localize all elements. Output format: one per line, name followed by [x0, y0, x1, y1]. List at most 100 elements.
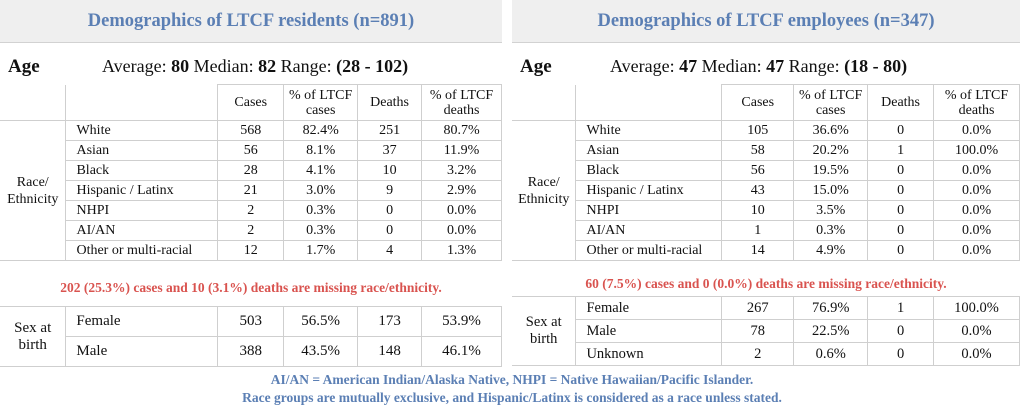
residents-sex-table: Sex at birth Female 503 56.5% 173 53.9% …	[0, 306, 502, 367]
employees-title: Demographics of LTCF employees (n=347)	[512, 0, 1020, 43]
row-label: Black	[575, 160, 723, 181]
deaths-cell: 173	[357, 306, 423, 337]
row-label: Asian	[65, 140, 219, 161]
cases-cell: 105	[721, 120, 795, 141]
table-row: Other or multi-racial 12 1.7% 4 1.3%	[0, 240, 502, 261]
employees-panel: Demographics of LTCF employees (n=347) A…	[512, 0, 1020, 366]
cases-cell: 58	[721, 140, 795, 161]
pct-deaths-cell: 100.0%	[933, 140, 1020, 161]
cases-cell: 388	[217, 336, 285, 367]
pct-cases-cell: 0.3%	[793, 220, 869, 241]
pct-deaths-cell: 0.0%	[933, 220, 1020, 241]
cases-cell: 2	[217, 200, 285, 221]
table-row: Male 78 22.5% 0 0.0%	[512, 319, 1020, 343]
row-label: Black	[65, 160, 219, 181]
row-label: Asian	[575, 140, 723, 161]
row-label: Unknown	[575, 342, 723, 366]
row-label: NHPI	[65, 200, 219, 221]
deaths-cell: 0	[867, 160, 935, 181]
deaths-cell: 4	[357, 240, 423, 261]
cases-cell: 503	[217, 306, 285, 337]
pct-deaths-cell: 0.0%	[933, 160, 1020, 181]
residents-panel: Demographics of LTCF residents (n=891) A…	[0, 0, 502, 367]
pct-deaths-cell: 0.0%	[933, 319, 1020, 343]
cases-cell: 56	[721, 160, 795, 181]
deaths-cell: 0	[867, 240, 935, 261]
pct-cases-cell: 1.7%	[283, 240, 359, 261]
pct-deaths-cell: 1.3%	[421, 240, 502, 261]
sex-group-label: Sex at birth	[0, 306, 67, 367]
footer-abbreviations: AI/AN = American Indian/Alaska Native, N…	[270, 372, 754, 387]
pct-cases-cell: 43.5%	[283, 336, 359, 367]
age-label: Age	[520, 56, 552, 77]
table-row: Hispanic / Latinx 43 15.0% 0 0.0%	[512, 180, 1020, 201]
cases-cell: 78	[721, 319, 795, 343]
average-label: Average:	[610, 56, 675, 76]
row-label: White	[575, 120, 723, 141]
pct-deaths-cell: 11.9%	[421, 140, 502, 161]
deaths-cell: 37	[357, 140, 423, 161]
range-value: (28 - 102)	[336, 56, 409, 76]
cases-cell: 267	[721, 296, 795, 320]
cases-cell: 2	[217, 220, 285, 241]
col-cases: Cases	[217, 84, 285, 121]
table-header-row: Cases % of LTCF cases Deaths % of LTCF d…	[0, 84, 502, 121]
table-row: Male 388 43.5% 148 46.1%	[0, 336, 502, 367]
table-row: Black 56 19.5% 0 0.0%	[512, 160, 1020, 181]
table-row: NHPI 2 0.3% 0 0.0%	[0, 200, 502, 221]
missing-race-note: 60 (7.5%) cases and 0 (0.0%) deaths are …	[585, 276, 947, 291]
median-value: 82	[258, 56, 277, 76]
age-label: Age	[8, 56, 40, 77]
range-label: Range:	[788, 56, 840, 76]
row-label: Female	[65, 306, 219, 337]
col-pct-cases: % of LTCF cases	[793, 84, 869, 121]
cases-cell: 21	[217, 180, 285, 201]
pct-cases-cell: 8.1%	[283, 140, 359, 161]
table-row: AI/AN 2 0.3% 0 0.0%	[0, 220, 502, 241]
pct-deaths-cell: 80.7%	[421, 120, 502, 141]
pct-cases-cell: 0.3%	[283, 220, 359, 241]
pct-cases-cell: 19.5%	[793, 160, 869, 181]
deaths-cell: 0	[867, 180, 935, 201]
pct-deaths-cell: 0.0%	[933, 120, 1020, 141]
pct-cases-cell: 76.9%	[793, 296, 869, 320]
table-row: Sex at birth Female 503 56.5% 173 53.9%	[0, 306, 502, 367]
cases-cell: 56	[217, 140, 285, 161]
cases-cell: 568	[217, 120, 285, 141]
pct-deaths-cell: 46.1%	[421, 336, 502, 367]
col-deaths: Deaths	[357, 84, 423, 121]
deaths-cell: 0	[867, 342, 935, 366]
race-group-label: Race/ Ethnicity	[512, 120, 577, 261]
table-row: Race/ Ethnicity White 568 82.4% 251 80.7…	[0, 120, 502, 261]
col-pct-deaths: % of LTCF deaths	[933, 84, 1020, 121]
row-label: White	[65, 120, 219, 141]
table-row: Black 28 4.1% 10 3.2%	[0, 160, 502, 181]
residents-title: Demographics of LTCF residents (n=891)	[0, 0, 502, 43]
table-row: AI/AN 1 0.3% 0 0.0%	[512, 220, 1020, 241]
table-row: Other or multi-racial 14 4.9% 0 0.0%	[512, 240, 1020, 261]
deaths-cell: 10	[357, 160, 423, 181]
pct-deaths-cell: 0.0%	[933, 180, 1020, 201]
pct-cases-cell: 0.6%	[793, 342, 869, 366]
pct-deaths-cell: 0.0%	[933, 240, 1020, 261]
median-value: 47	[766, 56, 785, 76]
row-label: Hispanic / Latinx	[575, 180, 723, 201]
row-label: AI/AN	[575, 220, 723, 241]
employees-race-table: Cases % of LTCF cases Deaths % of LTCF d…	[512, 84, 1020, 261]
cases-cell: 1	[721, 220, 795, 241]
row-label: Other or multi-racial	[575, 240, 723, 261]
average-label: Average:	[102, 56, 167, 76]
table-row: Asian 56 8.1% 37 11.9%	[0, 140, 502, 161]
missing-race-note: 202 (25.3%) cases and 10 (3.1%) deaths a…	[60, 280, 442, 295]
residents-race-table: Cases % of LTCF cases Deaths % of LTCF d…	[0, 84, 502, 261]
pct-deaths-cell: 2.9%	[421, 180, 502, 201]
row-label: Female	[575, 296, 723, 320]
deaths-cell: 148	[357, 336, 423, 367]
cases-cell: 43	[721, 180, 795, 201]
pct-cases-cell: 3.0%	[283, 180, 359, 201]
deaths-cell: 1	[867, 296, 935, 320]
cases-cell: 14	[721, 240, 795, 261]
deaths-cell: 0	[867, 200, 935, 221]
range-value: (18 - 80)	[844, 56, 908, 76]
row-label: NHPI	[575, 200, 723, 221]
